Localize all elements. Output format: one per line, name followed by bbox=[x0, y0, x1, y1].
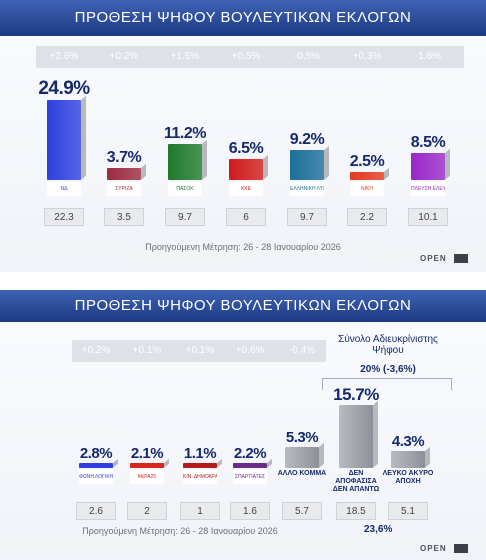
party-logo: ΝΙΚΗ bbox=[350, 182, 384, 196]
change-value: +0,3% bbox=[352, 51, 382, 62]
panel-vote-intention-2: ΠΡΟΘΕΣΗ ΨΗΦΟΥ ΒΟΥΛΕΥΤΙΚΩΝ ΕΚΛΟΓΩΝ Σύνολο… bbox=[0, 290, 486, 560]
previous-value: 2 bbox=[127, 502, 167, 520]
previous-value: 1 bbox=[180, 502, 220, 520]
bar bbox=[233, 463, 267, 468]
change-value: -0,5% bbox=[293, 51, 321, 62]
undecided-bracket bbox=[322, 378, 452, 390]
brand-box bbox=[454, 254, 468, 263]
value-label: 9.2% bbox=[289, 131, 325, 149]
value-label: 5.3% bbox=[285, 428, 319, 446]
value-label: 1.1% bbox=[183, 445, 217, 462]
change-value: +0.2% bbox=[81, 345, 111, 356]
footnote: Προηγούμενη Μέτρηση: 26 - 28 Ιανουαρίου … bbox=[82, 526, 278, 536]
previous-value: 5.1 bbox=[388, 502, 428, 520]
bar bbox=[79, 463, 113, 468]
value-label: 2.2% bbox=[233, 445, 267, 462]
bar bbox=[168, 143, 202, 180]
panel-vote-intention-1: ΠΡΟΘΕΣΗ ΨΗΦΟΥ ΒΟΥΛΕΥΤΙΚΩΝ ΕΚΛΟΓΩΝ +2.6% 2… bbox=[0, 0, 486, 272]
value-label: 2.1% bbox=[130, 445, 164, 462]
value-label: 6.5% bbox=[228, 140, 264, 157]
party-logo: ΠΛΕΥΣΗ ΕΛΕΥΘΕΡΙΑΣ bbox=[411, 182, 445, 196]
previous-value: 5.7 bbox=[282, 502, 322, 520]
chart-title: ΠΡΟΘΕΣΗ ΨΗΦΟΥ ΒΟΥΛΕΥΤΙΚΩΝ ΕΚΛΟΓΩΝ bbox=[0, 0, 486, 36]
change-value: +0.2% bbox=[109, 51, 139, 62]
party-logo: ΣΠΑΡΤΙΑΤΕΣ bbox=[233, 470, 267, 484]
change-value: +2.6% bbox=[49, 51, 79, 62]
previous-value: 10.1 bbox=[408, 208, 448, 226]
bar bbox=[130, 463, 164, 468]
footnote: Προηγούμενη Μέτρηση: 26 - 28 Ιανουαρίου … bbox=[145, 242, 341, 252]
value-label: 11.2% bbox=[164, 124, 206, 142]
bar bbox=[47, 99, 81, 180]
bar bbox=[229, 159, 263, 180]
value-label: 3.7% bbox=[106, 149, 142, 167]
change-value: +0,5% bbox=[231, 51, 261, 62]
previous-value: 3.5 bbox=[104, 208, 144, 226]
value-label: 8.5% bbox=[410, 133, 446, 151]
change-value: +0.1% bbox=[132, 345, 162, 356]
bar bbox=[339, 405, 373, 468]
party-logo: ΚΚΕ bbox=[229, 182, 263, 196]
change-value: +1.5% bbox=[170, 51, 200, 62]
party-logo: ΣΥΡΙΖΑ bbox=[107, 182, 141, 196]
previous-value: 22.3 bbox=[44, 208, 84, 226]
bar bbox=[107, 168, 141, 180]
bar bbox=[391, 450, 425, 468]
value-label: 2.5% bbox=[349, 152, 385, 170]
party-logo: ΦΩΝΗ ΛΟΓΙΚΗΣ bbox=[79, 470, 113, 484]
change-value: +0.1% bbox=[185, 345, 215, 356]
value-label: 4.3% bbox=[391, 432, 425, 450]
change-strip bbox=[72, 340, 326, 362]
change-value: -0.4% bbox=[288, 345, 316, 356]
brand-logo: OPEN bbox=[420, 254, 447, 263]
bar bbox=[183, 463, 217, 468]
bar bbox=[290, 150, 324, 180]
category-label: ΛΕΥΚΟ ΑΚΥΡΟ ΑΠΟΧΗ bbox=[382, 470, 434, 485]
previous-value: 9.7 bbox=[165, 208, 205, 226]
category-label: ΔΕΝ ΑΠΟΦΑΣΙΣΑ ΔΕΝ ΑΠΑΝΤΩ bbox=[332, 470, 380, 493]
bar bbox=[285, 446, 319, 468]
previous-value: 1.6 bbox=[230, 502, 270, 520]
party-logo: ΚΙΝ. ΔΗΜΟΚΡΑΤΙΑΣ bbox=[183, 470, 217, 484]
bar bbox=[350, 171, 384, 180]
brand-box bbox=[454, 544, 468, 553]
party-logo: ΝΔ bbox=[47, 182, 81, 196]
chart-title: ΠΡΟΘΕΣΗ ΨΗΦΟΥ ΒΟΥΛΕΥΤΙΚΩΝ ΕΚΛΟΓΩΝ bbox=[0, 290, 486, 322]
previous-value: 2.6 bbox=[76, 502, 116, 520]
party-logo: ΕΛΛΗΝΙΚΗ ΛΥΣΗ bbox=[290, 182, 324, 196]
undecided-total: 23,6% bbox=[364, 524, 393, 535]
party-logo: ΜέΡΑ25 bbox=[130, 470, 164, 484]
change-value: +0.6% bbox=[235, 345, 265, 356]
party-logo: ΠΑΣΟΚ bbox=[168, 182, 202, 196]
change-value: -1.6% bbox=[414, 51, 442, 62]
value-label: 24.9% bbox=[38, 77, 90, 99]
category-label: ΑΛΛΟ ΚΟΜΜΑ bbox=[277, 470, 327, 477]
brand-logo: OPEN bbox=[420, 544, 447, 553]
value-label: 2.8% bbox=[79, 445, 113, 462]
bar bbox=[411, 152, 445, 180]
summary-value: 20% (-3,6%) bbox=[360, 364, 416, 375]
previous-value: 2.2 bbox=[347, 208, 387, 226]
summary-title: Σύνολο Αδιευκρίνιστης Ψήφου bbox=[338, 334, 438, 356]
previous-value: 6 bbox=[226, 208, 266, 226]
change-strip bbox=[36, 46, 464, 68]
value-label: 15.7% bbox=[333, 385, 379, 405]
previous-value: 9.7 bbox=[287, 208, 327, 226]
previous-value: 18.5 bbox=[336, 502, 376, 520]
